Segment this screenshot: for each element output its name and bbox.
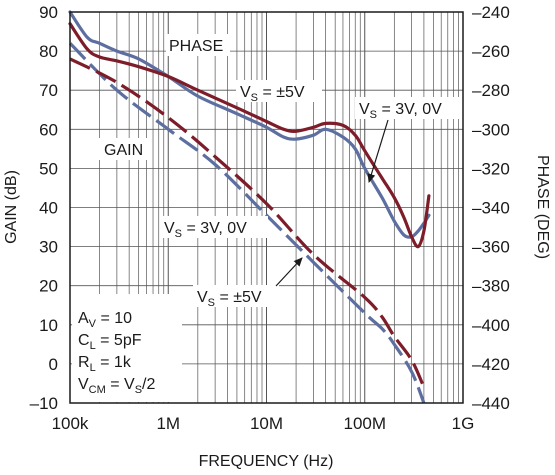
phase-curve-blue [68,10,431,239]
vs-3v-gain-label: VS = 3V, 0V [164,220,247,240]
y-tick-label-left: 70 [39,81,58,100]
y-tick-label-left: 0 [49,355,58,374]
y-tick-label-right: –380 [472,277,510,296]
phase-curve-red [68,22,431,249]
vs-3v-phase-arrow [367,119,389,183]
x-tick-label: 1G [452,414,475,433]
y-tick-label-right: –300 [472,120,510,139]
y-tick-label-left: 30 [39,238,58,257]
y-tick-label-right: –400 [472,316,510,335]
y-tick-label-left: 10 [39,316,58,335]
vs-pm5-gain-arrow [275,257,303,287]
vs-3v-gain-label-bg [160,216,268,238]
vs-pm5-gain-label-bg [193,285,279,307]
tick-labels: 90 80 70 60 50 40 30 20 10 0 –10 –240 –260 –280 –300 –3… [30,3,510,433]
vs-pm5-gain-label: VS = ±5V [197,289,262,309]
plot-frame [69,11,464,404]
y-tick-label-right: –280 [472,81,510,100]
y-axis-label-right: PHASE (DEG) [534,155,551,259]
x-tick-label: 100k [52,414,89,433]
y-tick-label-right: –240 [472,3,510,22]
x-tick-label: 10M [250,414,283,433]
x-tick-label: 1M [156,414,180,433]
condition-common-mode: VCM = VS/2 [78,376,155,396]
series-layer [68,10,431,404]
y-tick-label-left: 50 [39,159,58,178]
y-tick-label-left: 80 [39,42,58,61]
y-tick-label-right: –320 [472,159,510,178]
y-tick-label-left: –10 [30,394,58,413]
gain-curve-blue [68,42,426,404]
x-axis-label: FREQUENCY (Hz) [199,453,334,470]
condition-load-resistance: RL = 1k [78,354,132,374]
y-tick-label-right: –360 [472,238,510,257]
y-tick-label-right: –440 [472,394,510,413]
condition-gain: AV = 10 [78,310,132,330]
y-tick-label-right: –340 [472,199,510,218]
gain-curve-red [69,57,426,389]
conditions-box-bg [72,294,182,402]
phase-label-bg [166,34,230,56]
y-tick-label-right: –260 [472,42,510,61]
y-tick-label-left: 60 [39,120,58,139]
gain-label-bg [98,138,152,160]
gain-label: GAIN [104,142,143,159]
phase-label: PHASE [169,38,223,55]
vs-pm5-phase-label-bg [236,80,322,102]
vs-3v-phase-label: VS = 3V, 0V [359,101,442,121]
y-tick-label-left: 40 [39,199,58,218]
y-tick-label-left: 20 [39,277,58,296]
vs-pm5-phase-label: VS = ±5V [240,84,305,104]
condition-load-capacitance: CL = 5pF [78,332,142,352]
y-axis-label-left: GAIN (dB) [3,170,20,244]
y-tick-label-right: –420 [472,355,510,374]
vs-3v-phase-label-bg [355,97,463,119]
y-tick-label-left: 90 [39,3,58,22]
test-conditions: AV = 10 CL = 5pF RL = 1k VCM = VS/2 [78,310,155,396]
x-tick-label: 100M [343,414,386,433]
